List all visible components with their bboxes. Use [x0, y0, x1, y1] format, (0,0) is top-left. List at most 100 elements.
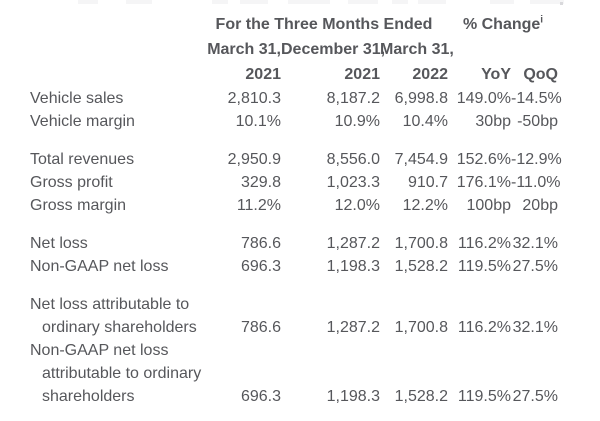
value-cell: 1,700.8	[394, 235, 448, 252]
value-cell: 119.5%	[457, 388, 511, 405]
value-cell	[448, 362, 511, 385]
col-header-date-3: March 31,	[380, 41, 454, 58]
value-cell: 149.0%	[456, 90, 511, 107]
value-cell: 10.9%	[334, 113, 380, 130]
value-cell: -12.9%	[511, 151, 562, 168]
row-label: Total revenues	[30, 151, 135, 168]
value-cell	[281, 293, 380, 316]
value-cell: 10.4%	[402, 113, 448, 130]
value-cell: 2,810.3	[227, 90, 281, 107]
row-label: Vehicle margin	[30, 113, 135, 130]
value-cell	[448, 293, 511, 316]
value-cell	[281, 362, 380, 385]
value-cell	[281, 339, 380, 362]
value-cell: 1,023.3	[326, 174, 380, 191]
col-header-year-1: 2021	[245, 66, 281, 83]
value-cell: 1,287.2	[326, 235, 380, 252]
col-header-year-3: 2022	[412, 66, 448, 83]
value-cell: 116.2%	[457, 235, 511, 252]
value-cell: 12.0%	[334, 197, 380, 214]
group-spacer-cell	[30, 278, 558, 293]
row-label: Non-GAAP net loss	[30, 342, 169, 359]
value-cell: 20bp	[522, 197, 558, 214]
value-cell: 2,950.9	[227, 151, 281, 168]
table-row: Net loss attributable to	[30, 293, 558, 316]
row-label: attributable to ordinary	[42, 365, 202, 382]
table-row: Vehicle margin 10.1% 10.9% 10.4% 30bp -50bp	[30, 110, 558, 133]
col-header-date-2: December 31,	[281, 41, 386, 58]
table-row: Gross profit 329.8 1,023.3 910.7 176.1% -11.0…	[30, 171, 561, 194]
group-spacer-cell	[30, 217, 558, 232]
change-footnote-marker: i	[540, 14, 544, 26]
value-cell	[511, 362, 558, 385]
value-cell: 1,198.3	[326, 258, 380, 275]
col-header-yoy: YoY	[481, 66, 511, 83]
value-cell: -11.0%	[511, 174, 561, 191]
value-cell	[511, 339, 558, 362]
value-cell: 11.2%	[236, 197, 281, 214]
value-cell: 8,556.0	[326, 151, 380, 168]
cropped-top-row-artifact	[0, 0, 600, 5]
value-cell: 116.2%	[457, 319, 511, 336]
row-label: shareholders	[42, 388, 135, 405]
header-spacer-cell	[30, 62, 200, 87]
value-cell: 1,528.2	[394, 258, 448, 275]
value-cell: 152.6%	[456, 151, 511, 168]
col-header-year-2: 2021	[344, 66, 380, 83]
value-cell: 786.6	[240, 235, 281, 252]
value-cell: 176.1%	[456, 174, 511, 191]
row-label: ordinary shareholders	[42, 319, 197, 336]
col-header-qoq: QoQ	[523, 66, 558, 83]
value-cell	[380, 362, 448, 385]
value-cell	[380, 339, 448, 362]
table-body: Vehicle sales 2,810.3 8,187.2 6,998.8 149.0%…	[30, 87, 562, 408]
value-cell: 696.3	[240, 258, 281, 275]
col-group-period: For the Three Months Ended	[215, 16, 433, 33]
value-cell	[511, 293, 558, 316]
table-row: Net loss 786.6 1,287.2 1,700.8 116.2% 32.1%	[30, 232, 558, 255]
table-row: ordinary shareholders 786.6 1,287.2 1,700.8…	[30, 316, 558, 339]
header-spacer-cell	[30, 37, 200, 62]
value-cell: 8,187.2	[326, 90, 380, 107]
value-cell: 329.8	[240, 174, 281, 191]
value-cell: 12.2%	[402, 197, 448, 214]
value-cell: 1,528.2	[394, 388, 448, 405]
value-cell	[448, 339, 511, 362]
value-cell: 786.6	[240, 319, 281, 336]
value-cell	[200, 293, 281, 316]
value-cell: 910.7	[407, 174, 448, 191]
group-spacer	[30, 133, 558, 148]
value-cell	[200, 362, 281, 385]
value-cell: -14.5%	[511, 90, 562, 107]
value-cell: 7,454.9	[394, 151, 448, 168]
header-spacer-cell	[448, 37, 558, 62]
table-row: Non-GAAP net loss	[30, 339, 558, 362]
value-cell: 119.5%	[457, 258, 511, 275]
value-cell: 6,998.8	[394, 90, 448, 107]
table-row: Vehicle sales 2,810.3 8,187.2 6,998.8 149.0%…	[30, 87, 562, 110]
value-cell: 1,287.2	[326, 319, 380, 336]
value-cell: 32.1%	[512, 319, 558, 336]
row-label: Gross profit	[30, 174, 113, 191]
row-label: Non-GAAP net loss	[30, 258, 169, 275]
table-row: attributable to ordinary	[30, 362, 558, 385]
value-cell: -50bp	[517, 113, 558, 130]
row-label: Gross margin	[30, 197, 127, 214]
value-cell: 32.1%	[512, 235, 558, 252]
financial-table: For the Three Months Ended % Changei Mar…	[30, 12, 562, 408]
value-cell: 1,198.3	[326, 388, 380, 405]
value-cell: 10.1%	[235, 113, 281, 130]
row-label: Net loss	[30, 235, 88, 252]
col-header-date-1: March 31,	[207, 41, 281, 58]
table-row: Non-GAAP net loss 696.3 1,198.3 1,528.2 119.…	[30, 255, 558, 278]
col-group-change: % Changei	[448, 12, 558, 37]
table-row: shareholders 696.3 1,198.3 1,528.2 119.5% 27.…	[30, 385, 558, 408]
row-label: Vehicle sales	[30, 90, 124, 107]
change-label: % Change	[462, 16, 541, 33]
group-spacer	[30, 278, 558, 293]
header-spacer-cell	[30, 12, 200, 37]
table-row: Gross margin 11.2% 12.0% 12.2% 100bp 20bp	[30, 194, 558, 217]
value-cell: 696.3	[240, 388, 281, 405]
value-cell	[380, 293, 448, 316]
